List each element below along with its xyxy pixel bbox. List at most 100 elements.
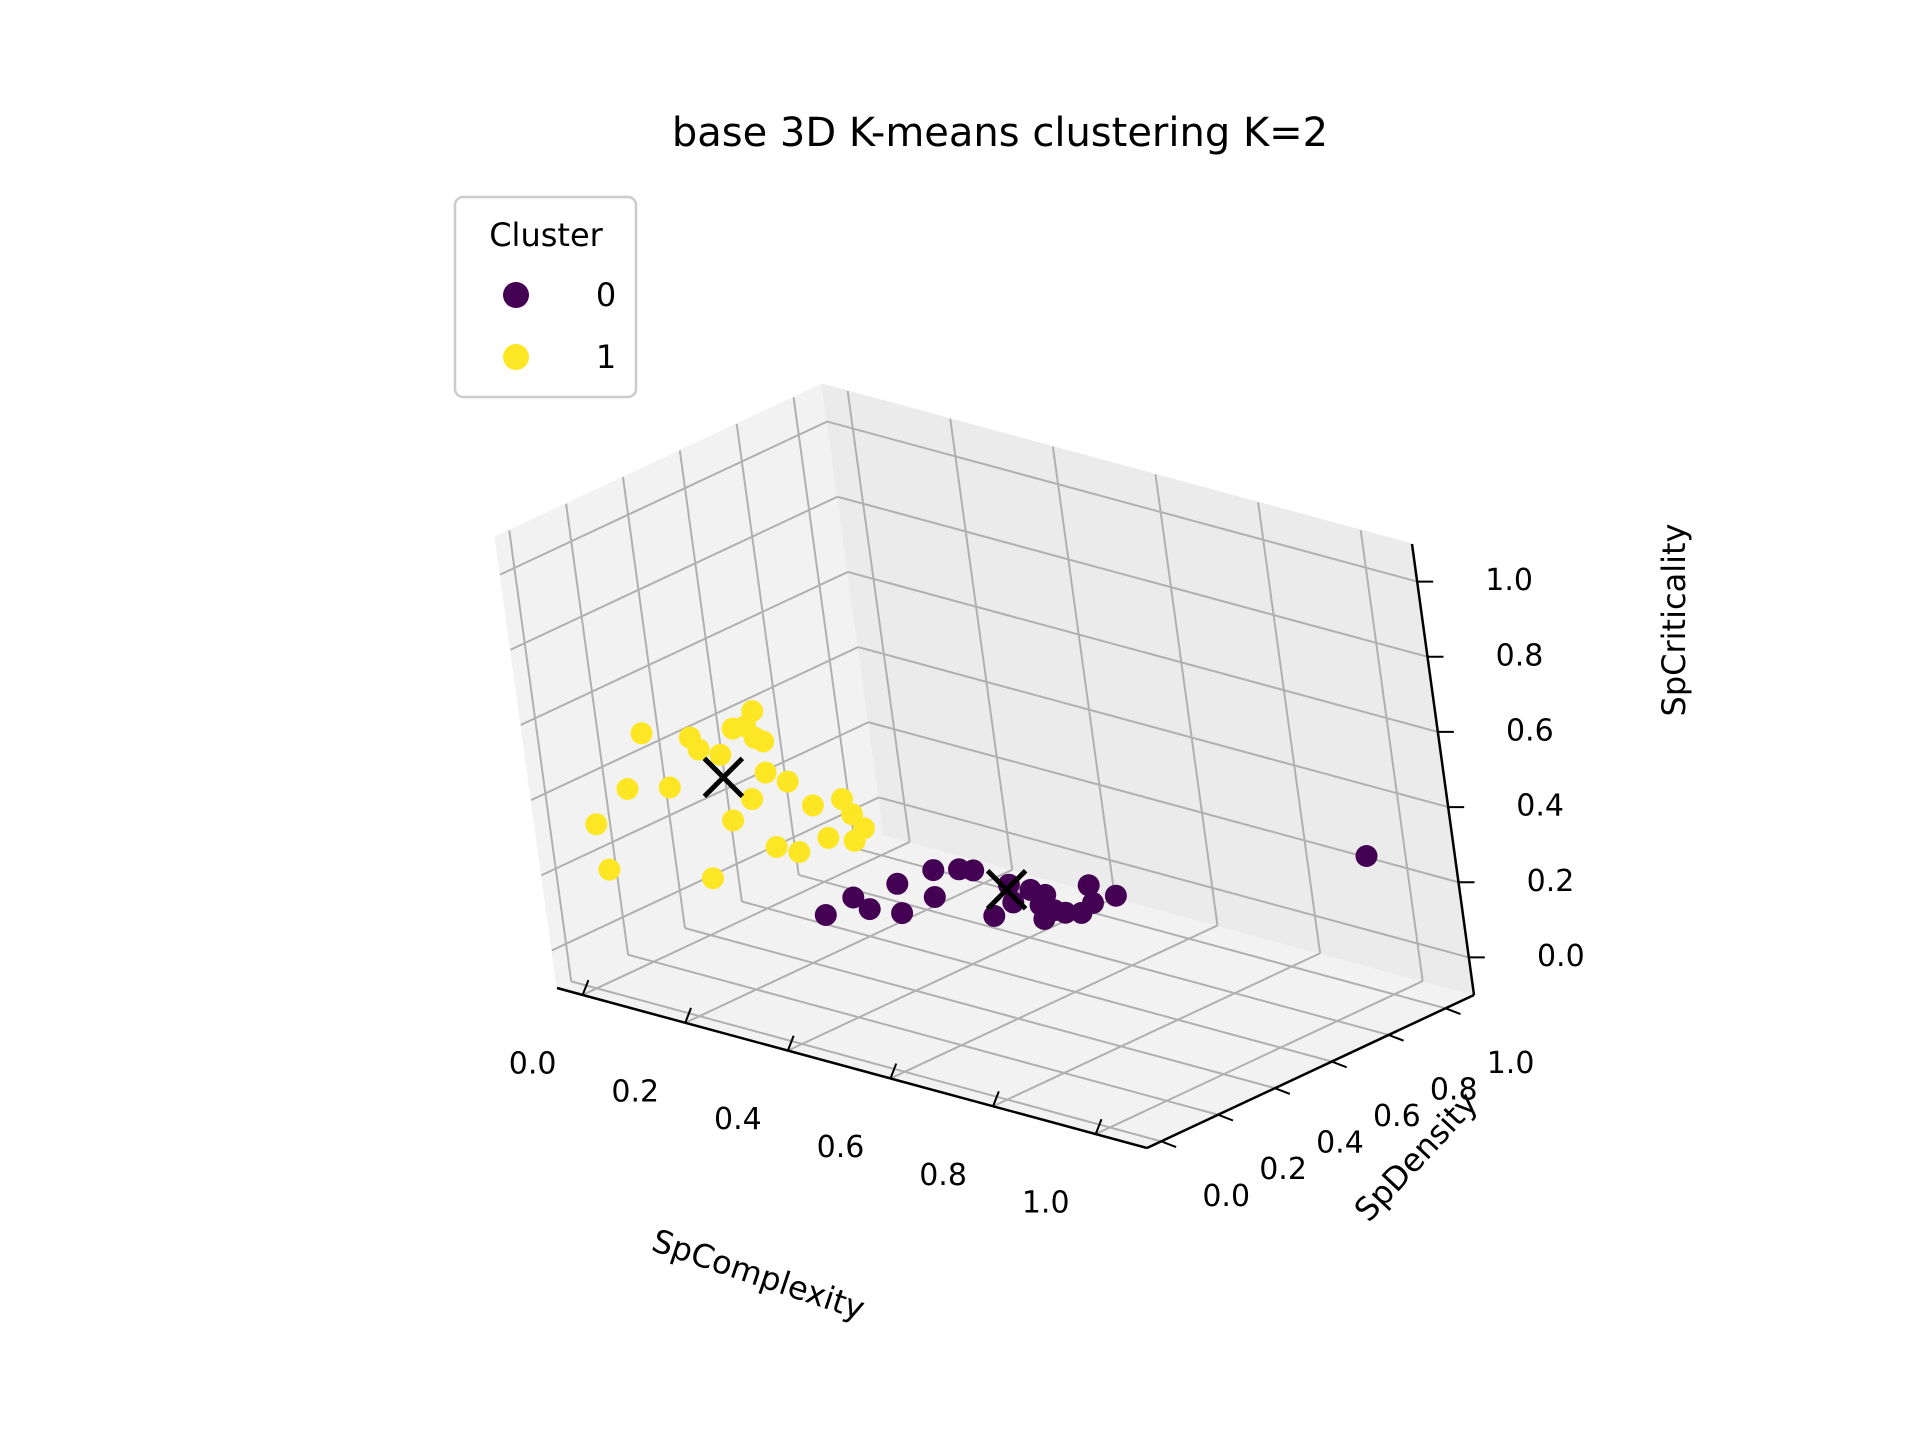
y-tick-3-mark [1331,1060,1348,1069]
centroid-marker-1 [702,756,745,799]
point-cluster-1-3 [630,722,653,745]
legend-label-0: 0 [596,276,616,314]
x-tick-2-label: 0.4 [714,1102,762,1137]
point-cluster-0-3 [891,902,914,925]
point-cluster-1-2 [598,858,621,881]
point-cluster-0-17 [1054,901,1077,924]
x-tick-0-label: 0.0 [509,1046,557,1081]
grid-x-floor-2 [787,896,1116,1052]
grid-x-floor-5 [1095,980,1424,1135]
point-cluster-0-0 [814,904,837,926]
grid-z-right-2 [857,646,1449,809]
grid-x-wall-4 [1257,502,1322,954]
grid-x-wall-2 [1051,446,1116,898]
z-tick-2-label: 0.4 [1516,789,1564,824]
grid-z-left-3 [520,571,849,726]
grid-z-left-4 [510,495,838,651]
y-tick-3-label: 0.6 [1373,1099,1421,1134]
grid-y-floor-3 [741,900,1333,1063]
point-cluster-1-16 [741,788,764,811]
grid-x-wall-3 [1154,474,1219,926]
grid-x-floor-1 [684,868,1013,1024]
point-cluster-1-22 [788,841,811,863]
grid-x-floor-0 [582,841,911,996]
x-axis-label: SpComplexity [648,1221,870,1327]
grid-x-wall-5 [1359,529,1424,982]
grid-y-floor-0 [570,980,1162,1143]
point-cluster-1-13 [722,809,745,832]
x-tick-4-mark [992,1091,1000,1107]
y-tick-4-label: 0.8 [1430,1072,1478,1107]
y-axis-line [1146,993,1475,1150]
x-axis-line [556,986,1148,1150]
grid-x-wall-0 [846,390,911,843]
point-cluster-0-18 [1070,901,1093,924]
grid-z-left-2 [530,646,859,801]
y-tick-1-mark [1217,1113,1234,1122]
point-cluster-1-21 [765,836,788,858]
y-tick-1-label: 0.2 [1259,1152,1307,1187]
point-cluster-1-7 [709,743,732,766]
grid-z-right-4 [837,495,1428,658]
centroid-marker-0 [985,868,1028,911]
grid-lines [499,390,1470,1143]
point-cluster-0-6 [922,859,945,882]
x-tick-3-label: 0.6 [817,1130,865,1165]
point-cluster-1-20 [702,867,724,890]
point-cluster-0-2 [858,898,881,921]
z-tick-4-label: 0.8 [1496,638,1544,673]
point-cluster-1-23 [817,826,840,849]
legend-title: Cluster [489,216,603,254]
point-cluster-0-4 [886,872,909,895]
grid-y-wall-4 [735,423,800,876]
grid-x-floor-4 [992,952,1321,1108]
grid-x-floor-3 [890,924,1218,1080]
point-cluster-1-8 [721,717,744,740]
point-cluster-1-19 [841,803,863,826]
data-points [585,700,1378,930]
x-tick-5-label: 1.0 [1022,1186,1070,1221]
legend: Cluster 0 1 [453,195,638,399]
z-tick-5-label: 1.0 [1485,563,1533,598]
y-tick-2-label: 0.4 [1316,1126,1364,1161]
chart-title: base 3D K-means clustering K=2 [672,110,1328,156]
point-cluster-1-12 [752,730,775,753]
point-cluster-1-11 [741,700,764,723]
point-cluster-0-1 [842,886,865,909]
point-cluster-1-6 [687,738,710,761]
point-cluster-1-1 [616,778,639,800]
grid-y-floor-1 [627,953,1219,1116]
point-cluster-1-17 [801,794,824,817]
x-tick-1-label: 0.2 [611,1074,659,1109]
grid-y-wall-5 [792,397,857,849]
grid-z-right-5 [826,420,1418,583]
y-tick-0-label: 0.0 [1202,1179,1250,1214]
legend-frame [453,195,638,399]
z-axis-line [1410,543,1476,996]
x-tick-1-mark [684,1007,692,1024]
point-cluster-0-11 [1002,891,1025,914]
x-tick-5-mark [1094,1118,1103,1135]
x-tick-0-mark [581,979,590,996]
grid-z-right-0 [878,796,1470,959]
y-tick-5-label: 1.0 [1487,1046,1535,1081]
point-cluster-1-5 [658,776,681,799]
grid-z-right-3 [847,570,1439,733]
grid-y-floor-4 [798,873,1389,1036]
grid-x-wall-1 [949,418,1014,870]
y-tick-5-mark [1445,1007,1461,1015]
point-cluster-0-5 [923,886,946,908]
grid-y-wall-1 [565,503,630,955]
x-tick-3-mark [889,1063,898,1079]
z-tick-3-label: 0.6 [1506,713,1554,748]
point-cluster-1-14 [754,761,777,784]
grid-y-wall-2 [621,476,686,929]
grid-z-left-5 [499,420,828,576]
legend-marker-0 [503,282,529,308]
z-tick-0-label: 0.0 [1537,939,1585,974]
z-tick-1-label: 0.2 [1527,864,1575,899]
grid-z-left-1 [541,721,869,877]
point-cluster-0-20 [1077,874,1100,897]
legend-label-1: 1 [596,338,616,376]
